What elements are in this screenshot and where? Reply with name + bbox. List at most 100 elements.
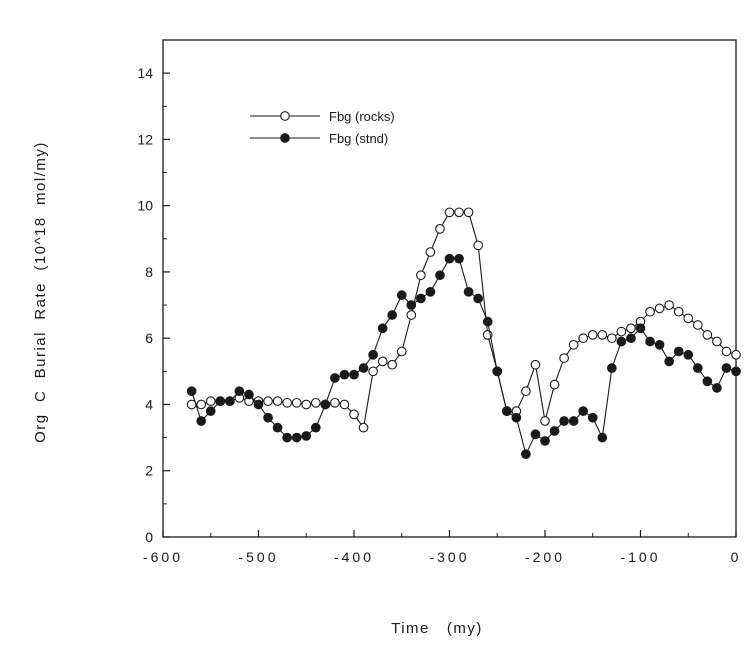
- rocks-point: [330, 397, 340, 408]
- stnd-point: [568, 416, 579, 426]
- stnd-point: [225, 396, 235, 407]
- stnd-point: [244, 389, 254, 400]
- stnd-point: [530, 429, 541, 440]
- stnd-point: [597, 432, 608, 443]
- stnd-point: [692, 363, 703, 373]
- stnd-point: [377, 323, 388, 334]
- rocks-point: [521, 386, 531, 397]
- stnd-point: [540, 436, 550, 446]
- rocks-point: [616, 326, 627, 337]
- x-tick-label: 0: [731, 549, 742, 565]
- rocks-point: [196, 399, 207, 410]
- stnd-point: [673, 346, 684, 357]
- rocks-point: [549, 379, 560, 390]
- rocks-point: [692, 320, 703, 330]
- stnd-point: [616, 336, 627, 347]
- rocks-point: [530, 359, 541, 370]
- rocks-point: [339, 399, 350, 410]
- stnd-point: [358, 363, 369, 373]
- stnd-point: [186, 386, 197, 397]
- x-tick-label: -600: [143, 549, 183, 565]
- stnd-point: [301, 431, 312, 441]
- stnd-point: [282, 432, 293, 443]
- stnd-point: [291, 432, 302, 443]
- stnd-point: [559, 416, 569, 426]
- stnd-point: [664, 356, 675, 367]
- stnd-point: [272, 422, 283, 433]
- rocks-point: [712, 336, 722, 347]
- stnd-point: [320, 399, 331, 410]
- rocks-point: [301, 399, 312, 410]
- rocks-point: [587, 330, 598, 340]
- rocks-point: [368, 366, 378, 377]
- series-line-stnd: [191, 258, 737, 456]
- stnd-point: [310, 422, 321, 433]
- plot-frame: [162, 39, 737, 538]
- rocks-point: [540, 416, 550, 426]
- stnd-point: [521, 449, 531, 460]
- rocks-point: [606, 333, 617, 344]
- stnd-point: [454, 253, 464, 264]
- rocks-point: [358, 422, 369, 433]
- stnd-point: [482, 316, 493, 327]
- stnd-point: [626, 333, 636, 344]
- stnd-point: [654, 339, 665, 350]
- rocks-point: [702, 330, 713, 340]
- y-tick-label: 6: [145, 330, 153, 346]
- rocks-point: [425, 247, 436, 257]
- stnd-point: [205, 406, 216, 416]
- y-tick-label: 4: [145, 396, 153, 412]
- stnd-point: [635, 323, 646, 334]
- rocks-point: [406, 310, 417, 320]
- rocks-point: [205, 396, 216, 407]
- stnd-point: [587, 412, 598, 423]
- stnd-point: [721, 363, 732, 373]
- rocks-point: [454, 207, 464, 218]
- legend-marker: [280, 133, 290, 143]
- stnd-point: [253, 399, 264, 410]
- stnd-point: [463, 286, 474, 297]
- stnd-point: [339, 369, 350, 380]
- stnd-point: [330, 373, 340, 383]
- rocks-point: [272, 396, 283, 407]
- x-tick-label: -300: [429, 549, 469, 565]
- rocks-point: [435, 224, 445, 234]
- rocks-point: [263, 396, 273, 407]
- stnd-point: [387, 310, 398, 320]
- y-tick-label: 8: [145, 264, 153, 280]
- rocks-point: [683, 313, 694, 324]
- rocks-point: [731, 349, 741, 360]
- stnd-point: [683, 349, 694, 360]
- x-axis-title: Time (my): [391, 620, 483, 637]
- rocks-point: [578, 333, 589, 344]
- rocks-point: [349, 409, 359, 420]
- stnd-point: [501, 406, 512, 416]
- rocks-point: [473, 240, 484, 251]
- rocks-point: [559, 353, 569, 363]
- legend-label: Fbg (rocks): [329, 109, 395, 124]
- y-tick-label: 0: [145, 529, 153, 545]
- rocks-point: [463, 207, 474, 218]
- rocks-point: [645, 306, 655, 317]
- rocks-point: [310, 397, 321, 408]
- stnd-point: [425, 286, 436, 297]
- y-tick-label: 14: [137, 65, 153, 81]
- stnd-point: [396, 290, 407, 300]
- stnd-point: [731, 366, 741, 377]
- rocks-point: [654, 303, 665, 314]
- stnd-point: [368, 349, 378, 360]
- stnd-point: [444, 253, 455, 264]
- stnd-point: [473, 293, 484, 304]
- legend-label: Fbg (stnd): [329, 131, 388, 146]
- stnd-point: [196, 416, 207, 426]
- rocks-point: [444, 207, 455, 218]
- stnd-point: [511, 412, 522, 423]
- y-tick-label: 10: [137, 198, 153, 214]
- rocks-point: [626, 323, 636, 334]
- y-axis-title: Org C Burial Rate (10^18 mol/my): [32, 141, 49, 443]
- stnd-point: [349, 369, 359, 380]
- legend-marker: [280, 111, 290, 121]
- rocks-point: [568, 339, 579, 350]
